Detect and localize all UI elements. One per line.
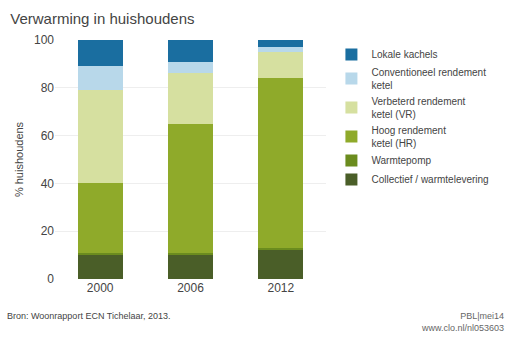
svg-text:Verwarming in huishoudens: Verwarming in huishoudens [10,10,194,27]
svg-text:Conventioneel rendementketel: Conventioneel rendementketel [371,67,486,91]
svg-text:20: 20 [41,224,55,238]
svg-text:Verbeterd rendementketel (VR): Verbeterd rendementketel (VR) [371,96,465,120]
svg-text:2012: 2012 [267,281,294,295]
svg-text:100: 100 [34,33,54,47]
svg-text:60: 60 [41,129,55,143]
svg-text:2000: 2000 [87,281,114,295]
svg-text:0: 0 [47,272,54,286]
svg-text:Warmtepomp: Warmtepomp [371,155,431,166]
svg-text:% huishoudens: % huishoudens [13,121,25,197]
svg-text:Hoog rendementketel (HR): Hoog rendementketel (HR) [371,125,446,149]
svg-text:Lokale kachels: Lokale kachels [371,49,437,60]
svg-text:40: 40 [41,177,55,191]
svg-text:Collectief / warmtelevering: Collectief / warmtelevering [371,174,488,185]
svg-text:PBL|mei14www.clo.nl/nl053603: PBL|mei14www.clo.nl/nl053603 [421,311,504,333]
svg-text:80: 80 [41,81,55,95]
svg-text:Bron: Woonrapport ECN Tichelaa: Bron: Woonrapport ECN Tichelaar, 2013. [7,311,170,321]
svg-text:2006: 2006 [177,281,204,295]
